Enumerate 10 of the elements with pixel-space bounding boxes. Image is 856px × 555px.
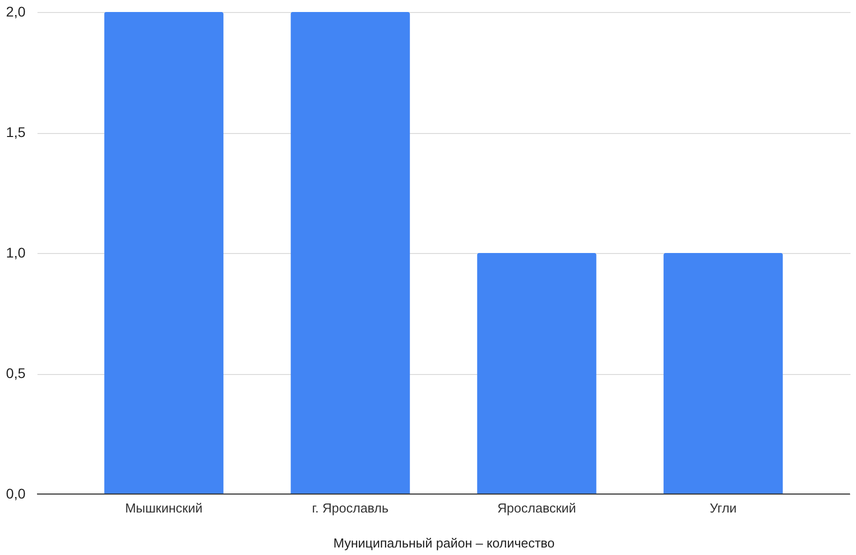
y-tick-label: 0,5 [6, 365, 26, 381]
x-tick-label: г. Ярославль [312, 500, 389, 516]
x-tick-label: Угли [710, 500, 737, 516]
y-tick-label: 2,0 [6, 4, 26, 20]
x-tick-label: Мышкинский [125, 500, 203, 516]
y-tick-label: 1,0 [6, 244, 26, 260]
x-axis-title: Муниципальный район – количество [333, 536, 555, 550]
x-tick-label: Ярославский [497, 500, 576, 516]
y-tick-label: 1,5 [6, 124, 26, 140]
y-tick-label: 0,0 [6, 486, 26, 502]
